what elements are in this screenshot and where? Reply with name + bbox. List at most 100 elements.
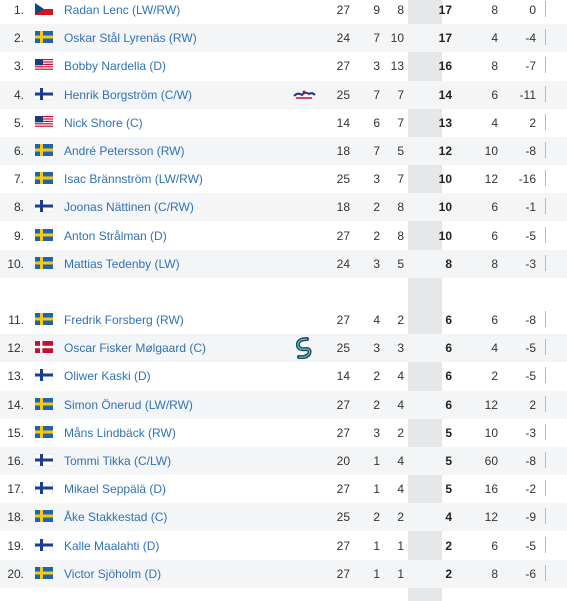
points: 6 bbox=[445, 313, 452, 327]
games-played: 27 bbox=[336, 3, 350, 17]
plus-minus: 2 bbox=[529, 397, 536, 412]
goals: 1 bbox=[373, 566, 380, 581]
assists: 8 bbox=[397, 200, 404, 215]
player-name-link[interactable]: Isac Brännström (LW/RW) bbox=[64, 172, 203, 187]
table-row: 1. Radan Lenc (LW/RW) 27 9 8 17 8 0 bbox=[0, 0, 567, 24]
player-rank: 9. bbox=[13, 228, 24, 243]
sweden-flag-icon bbox=[35, 172, 53, 185]
player-name-link[interactable]: Bobby Nardella (D) bbox=[64, 59, 167, 74]
player-rank: 14. bbox=[7, 397, 24, 412]
denmark-flag-icon bbox=[35, 341, 53, 354]
player-name-link[interactable]: Oskar Stål Lyrenäs (RW) bbox=[64, 31, 197, 46]
player-name-link[interactable]: André Petersson (RW) bbox=[64, 144, 185, 158]
column-divider bbox=[545, 508, 546, 525]
goals: 2 bbox=[373, 200, 380, 215]
plus-minus: -8 bbox=[525, 313, 536, 327]
assists: 7 bbox=[397, 87, 404, 102]
player-name-link[interactable]: Nick Shore (C) bbox=[64, 115, 143, 130]
games-played: 27 bbox=[336, 538, 350, 553]
player-name-link[interactable]: Mattias Tedenby (LW) bbox=[64, 256, 180, 271]
games-played: 27 bbox=[336, 397, 350, 412]
goals: 7 bbox=[373, 31, 380, 46]
plus-minus: -16 bbox=[518, 172, 536, 187]
finland-flag-icon bbox=[34, 87, 54, 100]
column-divider bbox=[545, 339, 546, 356]
penalty-minutes: 6 bbox=[491, 87, 498, 102]
points: 12 bbox=[438, 144, 452, 158]
sweden-flag-icon bbox=[35, 397, 53, 410]
assists: 13 bbox=[390, 59, 404, 74]
games-played: 25 bbox=[336, 87, 350, 102]
column-divider bbox=[545, 142, 546, 158]
player-name-link[interactable]: Mikael Seppälä (D) bbox=[64, 482, 167, 497]
capitals-team-logo-icon[interactable] bbox=[292, 84, 316, 106]
assists: 2 bbox=[397, 425, 404, 440]
goals: 3 bbox=[373, 256, 380, 271]
games-played: 18 bbox=[336, 144, 350, 158]
finland-flag-icon bbox=[34, 481, 54, 495]
table-row: 9. Anton Strålman (D) 27 2 8 10 6 -5 bbox=[0, 222, 567, 250]
plus-minus: 0 bbox=[529, 3, 536, 17]
plus-minus: -11 bbox=[519, 87, 536, 102]
table-row: 16. Tommi Tikka (C/LW) 20 1 4 5 60 -8 bbox=[0, 447, 567, 475]
penalty-minutes: 60 bbox=[484, 454, 498, 468]
player-rank: 20. bbox=[7, 566, 24, 581]
penalty-minutes: 6 bbox=[491, 313, 498, 327]
player-name-link[interactable]: Anton Strålman (D) bbox=[64, 228, 167, 243]
column-divider bbox=[545, 395, 546, 412]
points: 10 bbox=[438, 228, 452, 243]
assists: 10 bbox=[390, 31, 404, 46]
player-rank: 13. bbox=[7, 369, 24, 384]
penalty-minutes: 8 bbox=[491, 566, 498, 581]
player-name-link[interactable]: Joonas Nättinen (C/RW) bbox=[64, 200, 194, 215]
kraken-team-logo-icon[interactable] bbox=[292, 337, 316, 360]
goals: 9 bbox=[373, 3, 380, 17]
column-divider bbox=[545, 29, 546, 46]
player-name-link[interactable]: Kalle Maalahti (D) bbox=[64, 538, 160, 553]
penalty-minutes: 10 bbox=[484, 425, 498, 440]
player-name-link[interactable]: Fredrik Forsberg (RW) bbox=[64, 313, 184, 327]
points: 17 bbox=[438, 31, 452, 46]
goals: 1 bbox=[373, 454, 380, 468]
player-rank: 18. bbox=[7, 510, 24, 525]
plus-minus: -3 bbox=[525, 425, 536, 440]
table-row: 11. Fredrik Forsberg (RW) 27 4 2 6 6 -8 bbox=[0, 306, 567, 334]
player-name-link[interactable]: Victor Sjöholm (D) bbox=[64, 566, 162, 581]
goals: 2 bbox=[373, 228, 380, 243]
assists: 5 bbox=[397, 256, 404, 271]
assists: 2 bbox=[397, 313, 404, 327]
table-row: 10. Mattias Tedenby (LW) 24 3 5 8 8 -3 bbox=[0, 249, 567, 278]
sweden-flag-icon bbox=[35, 566, 53, 579]
goals: 6 bbox=[373, 115, 380, 130]
plus-minus: -5 bbox=[525, 228, 536, 243]
column-divider bbox=[545, 170, 546, 187]
player-rank: 1. bbox=[13, 3, 24, 17]
table-row: 13. Oliwer Kaski (D) 14 2 4 6 2 -5 bbox=[0, 362, 567, 390]
plus-minus: -4 bbox=[525, 31, 536, 46]
player-name-link[interactable]: Åke Stakkestad (C) bbox=[64, 510, 168, 525]
assists: 3 bbox=[397, 341, 404, 356]
penalty-minutes: 4 bbox=[491, 341, 498, 356]
plus-minus: -5 bbox=[525, 369, 536, 384]
finland-flag-icon bbox=[34, 200, 54, 213]
sweden-flag-icon bbox=[35, 228, 53, 241]
player-rank: 17. bbox=[7, 482, 24, 497]
player-name-link[interactable]: Tommi Tikka (C/LW) bbox=[64, 454, 172, 468]
player-name-link[interactable]: Oliwer Kaski (D) bbox=[64, 369, 151, 384]
penalty-minutes: 12 bbox=[484, 172, 498, 187]
goals: 2 bbox=[373, 369, 380, 384]
goals: 3 bbox=[373, 341, 380, 356]
goals: 2 bbox=[373, 510, 380, 525]
plus-minus: -3 bbox=[525, 256, 536, 271]
player-name-link[interactable]: Måns Lindbäck (RW) bbox=[64, 425, 176, 440]
penalty-minutes: 12 bbox=[484, 510, 498, 525]
table-row: 12. Oscar Fisker Mølgaard (C) 25 3 3 6 4 -5 bbox=[0, 334, 567, 363]
player-name-link[interactable]: Henrik Borgström (C/W) bbox=[64, 87, 193, 102]
penalty-minutes: 6 bbox=[491, 200, 498, 215]
player-name-link[interactable]: Radan Lenc (LW/RW) bbox=[64, 3, 181, 17]
assists: 4 bbox=[397, 369, 404, 384]
player-name-link[interactable]: Simon Önerud (LW/RW) bbox=[64, 397, 193, 412]
penalty-minutes: 8 bbox=[491, 256, 498, 271]
player-name-link[interactable]: Oscar Fisker Mølgaard (C) bbox=[64, 341, 207, 356]
column-divider bbox=[545, 480, 546, 497]
